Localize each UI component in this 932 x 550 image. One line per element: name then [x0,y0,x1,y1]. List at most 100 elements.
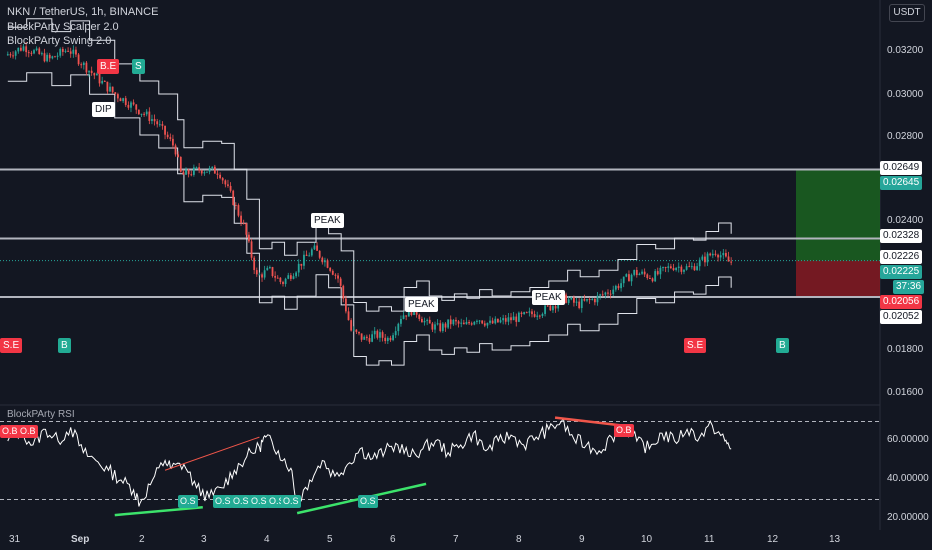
candle-body [237,205,240,216]
candle-body [20,47,22,51]
candle-body [651,278,654,282]
candle-body [386,337,389,342]
currency-button[interactable]: USDT [889,4,925,22]
candle-body [669,266,672,269]
candle-body [428,319,431,324]
candle-body [643,271,646,275]
candle-body [431,323,434,330]
candle-body [148,111,151,121]
candle-body [82,62,85,66]
candle-body [633,269,636,275]
candle-body [588,299,591,301]
candle-body [350,320,353,331]
candle-body [491,320,494,324]
candle-body [352,329,355,331]
candle-body [166,134,169,138]
candle-body [672,268,675,271]
candle-body [368,338,371,342]
candle-body [711,253,714,256]
candle-body [698,259,701,267]
rsi-y-tick-label: 20.00000 [887,512,929,523]
candle-body [292,276,295,279]
candle-body [499,320,502,323]
candle-body [9,54,12,56]
candle-body [135,104,138,110]
candle-body [250,241,253,258]
candle-body [719,255,722,258]
candle-body [593,299,596,303]
candle-body [64,50,67,52]
candle-body [232,190,235,205]
candle-body [620,283,622,289]
candle-body [187,169,190,175]
candle-body [17,47,20,52]
candle-body [709,253,712,256]
candle-body [667,266,670,268]
price-tag-support: 0.02056 [880,295,923,309]
candle-body [418,314,421,319]
candle-body [316,245,318,251]
candle-body [675,267,678,271]
rsi-line [7,417,732,507]
candle-body [628,274,630,282]
candle-body [460,322,463,324]
candle-body [693,266,696,271]
candle-body [452,319,455,325]
candle-body [567,299,570,303]
candle-body [536,315,539,317]
candle-body [455,319,457,322]
candle-body [96,73,98,76]
x-tick-label: 2 [139,534,145,545]
candle-body [54,56,56,58]
x-tick-label: Sep [71,534,90,545]
candle-body [685,266,688,270]
x-tick-label: 31 [9,534,21,545]
candle-body [75,49,77,55]
candle-body [664,267,667,269]
candle-body [258,274,261,276]
candle-body [182,171,185,175]
x-tick-label: 6 [390,534,396,545]
overbought-signal: O.B [0,425,20,438]
bearish-divergence-line [554,416,622,427]
candle-body [116,94,119,99]
candle-body [253,257,256,271]
candle-body [208,167,211,172]
candle-body [641,271,643,274]
candle-body [248,234,250,242]
candle-body [656,271,659,275]
candle-body [554,306,557,309]
candle-body [483,323,486,326]
candle-body [242,223,245,225]
candle-body [119,98,122,102]
candle-body [61,48,64,52]
stop-loss-zone [796,260,880,298]
candle-body [706,253,709,263]
candle-body [497,318,499,323]
bearish-divergence-line [164,436,260,471]
candle-body [654,271,657,282]
x-tick-label: 11 [704,534,715,545]
candle-body [371,334,374,342]
candle-body [198,167,201,171]
candle-body [604,292,607,295]
candle-body [478,320,481,322]
candle-body [255,270,258,275]
candle-body [358,331,360,334]
candle-body [310,249,313,256]
candle-body [321,257,324,263]
candle-body [531,311,533,315]
candle-body [276,277,279,279]
break-even-marker: B.E [97,59,120,74]
candle-body [179,156,182,172]
candle-body [444,323,447,328]
candle-body [297,263,300,273]
candle-body [638,273,641,276]
overbought-signal: O.B [18,425,38,438]
candle-body [111,86,114,93]
candle-body [481,320,484,324]
candle-body [308,255,311,257]
candle-body [169,137,172,139]
candle-body [195,167,198,169]
